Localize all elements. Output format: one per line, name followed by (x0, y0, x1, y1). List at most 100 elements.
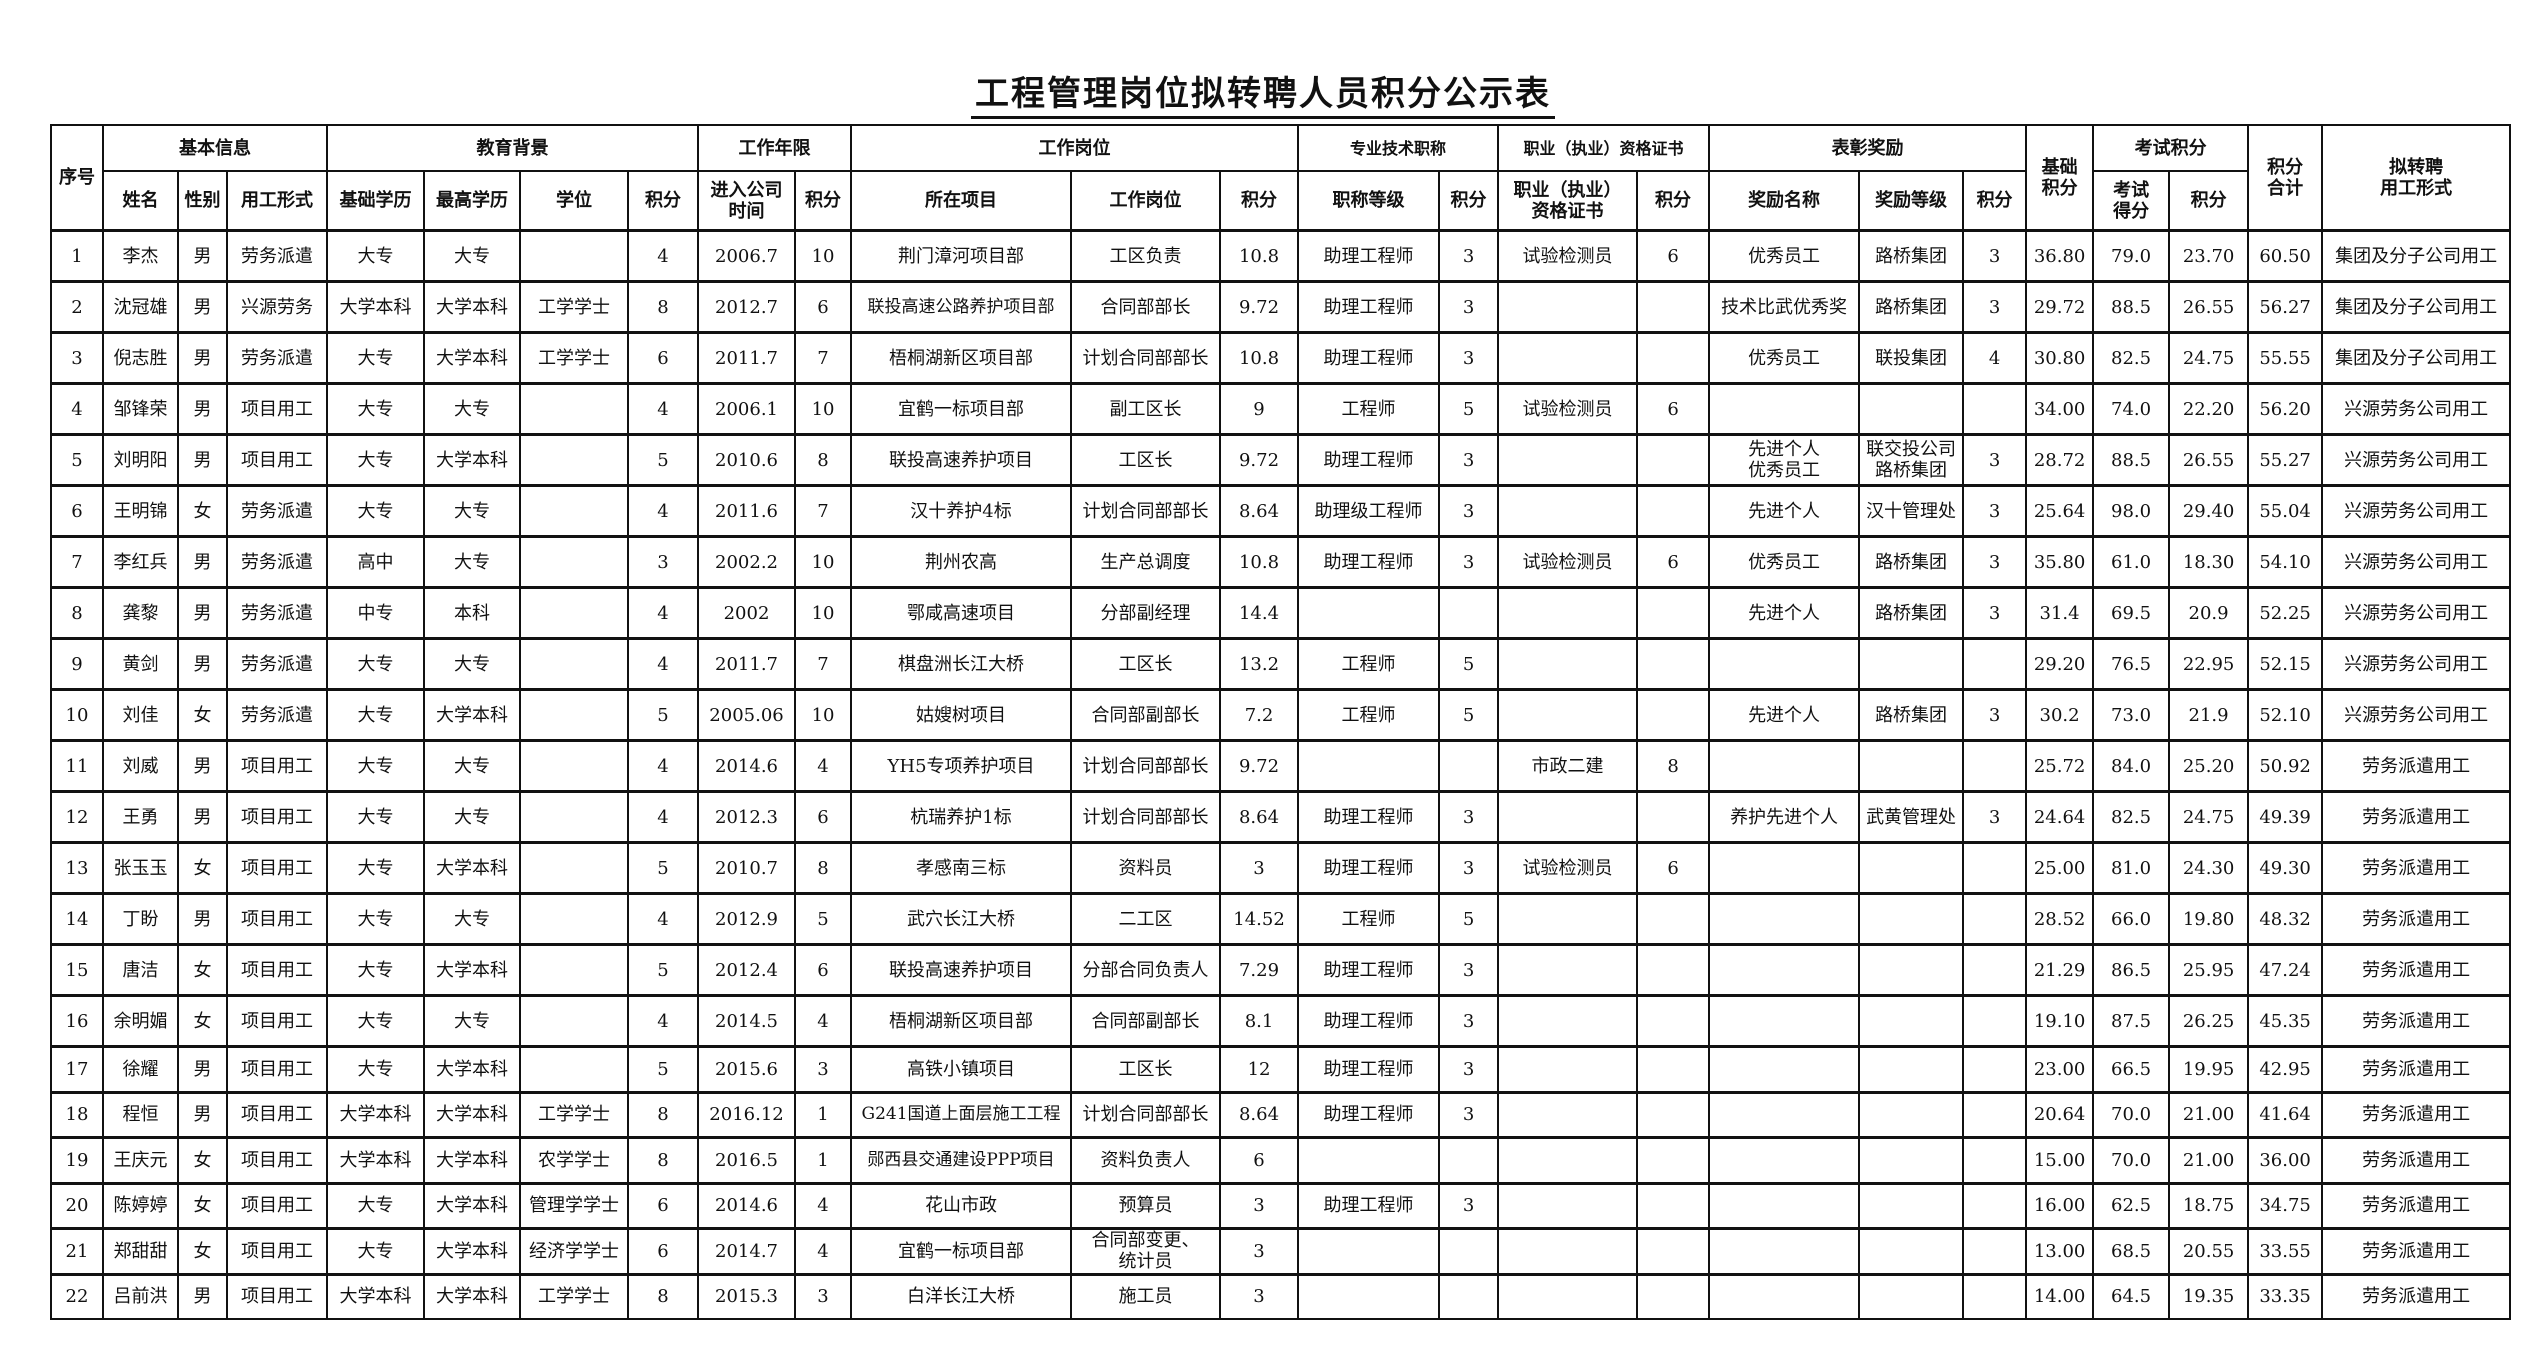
cell-qualification-score (1636, 637, 1711, 691)
cell-award-score (1962, 1227, 2028, 1275)
subheader-award-name: 奖励名称 (1708, 170, 1861, 232)
cell-title-score (1438, 586, 1500, 640)
cell-total-score: 52.10 (2247, 688, 2324, 742)
cell-employment-form: 劳务派遣 (225, 484, 329, 538)
cell-education-score: 5 (627, 943, 700, 997)
cell-entry-date: 2014.7 (697, 1227, 797, 1275)
cell-qualification-score (1636, 790, 1711, 844)
cell-qualification (1497, 433, 1639, 487)
cell-qualification (1497, 1136, 1639, 1184)
cell-exam-points: 18.75 (2168, 1181, 2250, 1230)
cell-degree: 工学学士 (519, 1090, 630, 1139)
cell-award-level (1858, 382, 1965, 436)
cell-title-level: 助理工程师 (1297, 790, 1441, 844)
cell-seq: 22 (50, 1272, 104, 1320)
cell-title-level: 助理工程师 (1297, 535, 1441, 589)
cell-title-level: 助理级工程师 (1297, 484, 1441, 538)
cell-employment-form: 项目用工 (225, 1181, 329, 1230)
cell-degree (519, 433, 630, 487)
cell-entry-date: 2014.6 (697, 1181, 797, 1230)
subheader-degree: 学位 (519, 170, 630, 232)
cell-highest-education: 大学本科 (423, 280, 522, 334)
cell-base-education: 大专 (326, 943, 426, 997)
cell-seq: 18 (50, 1090, 104, 1139)
cell-qualification (1497, 943, 1639, 997)
cell-job-position: 计划合同部部长 (1070, 739, 1222, 793)
cell-qualification-score (1636, 1272, 1711, 1320)
header-work-years: 工作年限 (697, 124, 853, 172)
cell-title-score: 3 (1438, 841, 1500, 895)
cell-base-score: 25.00 (2025, 841, 2095, 895)
cell-exam-score: 79.0 (2092, 229, 2171, 283)
cell-years-score: 6 (794, 790, 853, 844)
cell-base-education: 大专 (326, 688, 426, 742)
cell-project: 棋盘洲长江大桥 (850, 637, 1073, 691)
cell-award-name (1708, 1181, 1861, 1230)
header-seq: 序号 (50, 124, 104, 232)
cell-target-form: 劳务派遣用工 (2321, 1227, 2512, 1275)
cell-award-score (1962, 943, 2028, 997)
cell-degree (519, 586, 630, 640)
cell-highest-education: 大学本科 (423, 841, 522, 895)
cell-seq: 11 (50, 739, 104, 793)
cell-entry-date: 2015.3 (697, 1272, 797, 1320)
cell-exam-points: 29.40 (2168, 484, 2250, 538)
cell-award-name: 先进个人 (1708, 688, 1861, 742)
cell-qualification (1497, 994, 1639, 1048)
table-row: 20 陈婷婷女项目用工 大专 大学本科 管理学学士 6 2014.6 4 花山市政 预算员 3 助理工… (50, 1181, 2512, 1230)
cell-name: 刘威 (102, 739, 179, 793)
cell-title-level: 工程师 (1297, 637, 1441, 691)
cell-award-name (1708, 382, 1861, 436)
cell-award-score (1962, 637, 2028, 691)
cell-target-form: 兴源劳务公司用工 (2321, 688, 2512, 742)
table-row: 18 程恒男项目用工 大学本科 大学本科 工学学士 8 2016.12 1 G241国道上面层施… (50, 1090, 2512, 1139)
cell-entry-date: 2012.7 (697, 280, 797, 334)
header-education: 教育背景 (326, 124, 700, 172)
cell-award-score (1962, 382, 2028, 436)
cell-education-score: 8 (627, 1136, 700, 1184)
cell-total-score: 56.27 (2247, 280, 2324, 334)
cell-title-level (1297, 1227, 1441, 1275)
cell-base-education: 大专 (326, 892, 426, 946)
cell-degree: 管理学学士 (519, 1181, 630, 1230)
cell-position-score: 7.29 (1219, 943, 1300, 997)
cell-exam-score: 61.0 (2092, 535, 2171, 589)
cell-exam-points: 24.75 (2168, 331, 2250, 385)
cell-job-position: 工区长 (1070, 433, 1222, 487)
cell-qualification (1497, 1181, 1639, 1230)
cell-exam-points: 22.20 (2168, 382, 2250, 436)
cell-target-form: 集团及分子公司用工 (2321, 331, 2512, 385)
cell-years-score: 7 (794, 331, 853, 385)
cell-award-level (1858, 1227, 1965, 1275)
subheader-highest-education: 最高学历 (423, 170, 522, 232)
cell-qualification (1497, 331, 1639, 385)
cell-title-score (1438, 1136, 1500, 1184)
cell-base-education: 大专 (326, 484, 426, 538)
cell-job-position: 资料员 (1070, 841, 1222, 895)
cell-education-score: 8 (627, 1272, 700, 1320)
cell-years-score: 1 (794, 1136, 853, 1184)
cell-highest-education: 大学本科 (423, 1045, 522, 1093)
cell-exam-score: 74.0 (2092, 382, 2171, 436)
cell-employment-form: 项目用工 (225, 1136, 329, 1184)
cell-award-score (1962, 1045, 2028, 1093)
cell-base-score: 25.64 (2025, 484, 2095, 538)
cell-title-score: 3 (1438, 229, 1500, 283)
cell-years-score: 4 (794, 1227, 853, 1275)
cell-degree (519, 535, 630, 589)
cell-job-position: 预算员 (1070, 1181, 1222, 1230)
cell-total-score: 52.25 (2247, 586, 2324, 640)
cell-degree: 工学学士 (519, 1272, 630, 1320)
cell-exam-score: 82.5 (2092, 331, 2171, 385)
cell-position-score: 13.2 (1219, 637, 1300, 691)
cell-employment-form: 项目用工 (225, 994, 329, 1048)
cell-award-name: 先进个人 (1708, 586, 1861, 640)
cell-name: 沈冠雄 (102, 280, 179, 334)
cell-total-score: 55.27 (2247, 433, 2324, 487)
cell-base-score: 19.10 (2025, 994, 2095, 1048)
cell-award-name (1708, 1090, 1861, 1139)
cell-total-score: 55.04 (2247, 484, 2324, 538)
cell-base-education: 大学本科 (326, 1090, 426, 1139)
cell-title-level: 助理工程师 (1297, 280, 1441, 334)
cell-entry-date: 2010.6 (697, 433, 797, 487)
